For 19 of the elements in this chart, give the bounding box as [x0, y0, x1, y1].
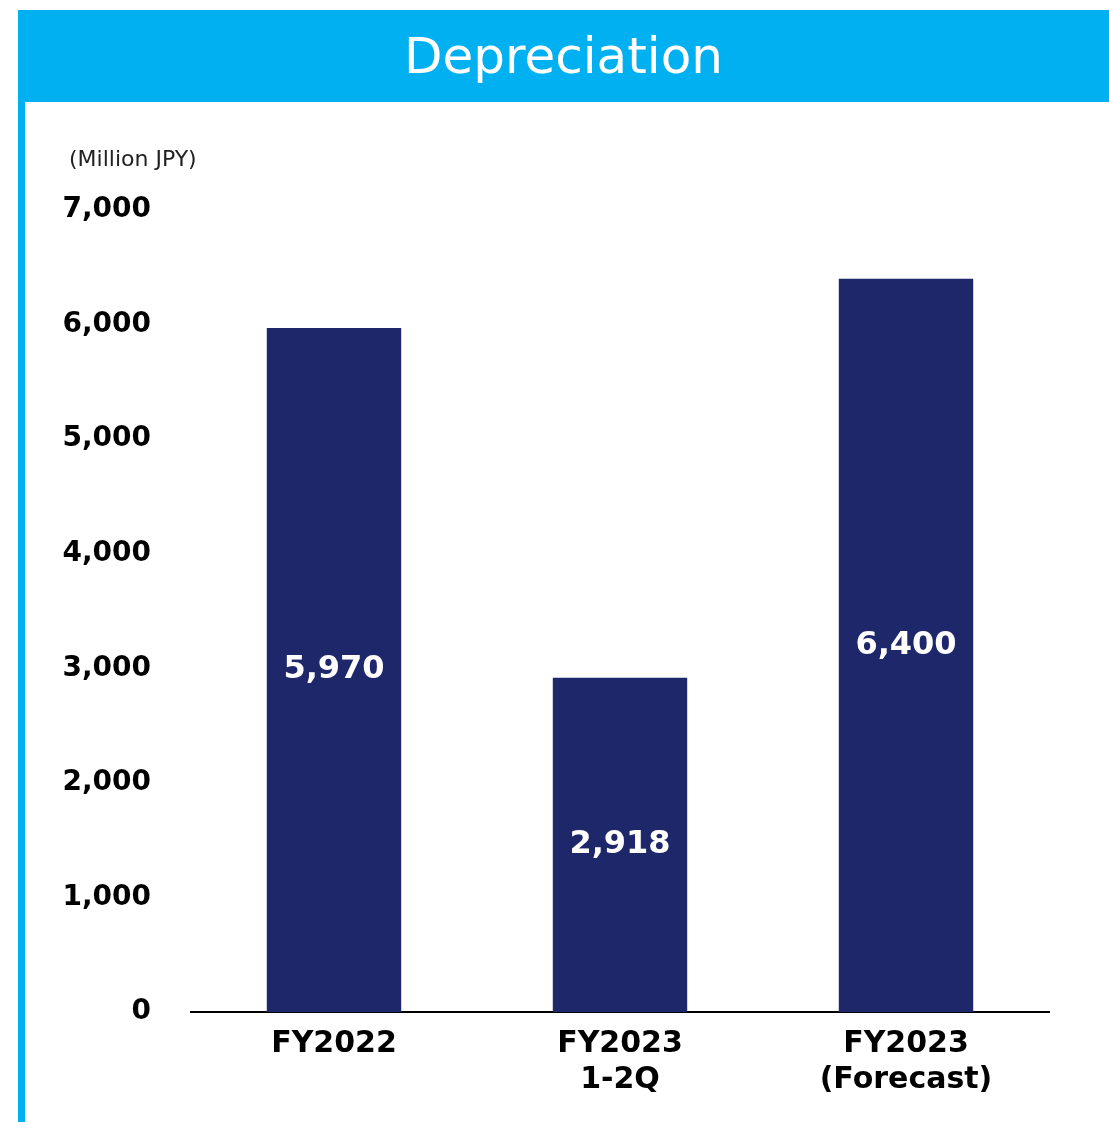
bar	[552, 677, 688, 1012]
bar	[266, 328, 402, 1012]
y-tick-label: 2,000	[62, 764, 151, 798]
y-axis-title: (Million JPY)	[69, 145, 197, 171]
y-tick-label: 4,000	[62, 535, 151, 568]
y-tick-label: 0	[131, 993, 151, 1027]
y-tick-label: 5,000	[62, 420, 151, 454]
data-label: 5,970	[283, 648, 385, 687]
bar	[838, 278, 974, 1012]
chart-title: Depreciation	[403, 27, 724, 85]
data-label: 6,400	[855, 623, 957, 662]
data-label: 2,918	[569, 823, 671, 862]
y-tick-label: 7,000	[62, 191, 151, 225]
y-tick-label: 1,000	[62, 878, 151, 912]
y-tick-label: 3,000	[62, 649, 151, 683]
x-tick-label: FY2023 (Forecast)	[819, 1023, 993, 1095]
x-tick-label: FY2023 1-2Q	[557, 1023, 683, 1095]
x-tick-label: FY2022	[271, 1023, 397, 1059]
y-tick-label: 6,000	[62, 305, 151, 339]
